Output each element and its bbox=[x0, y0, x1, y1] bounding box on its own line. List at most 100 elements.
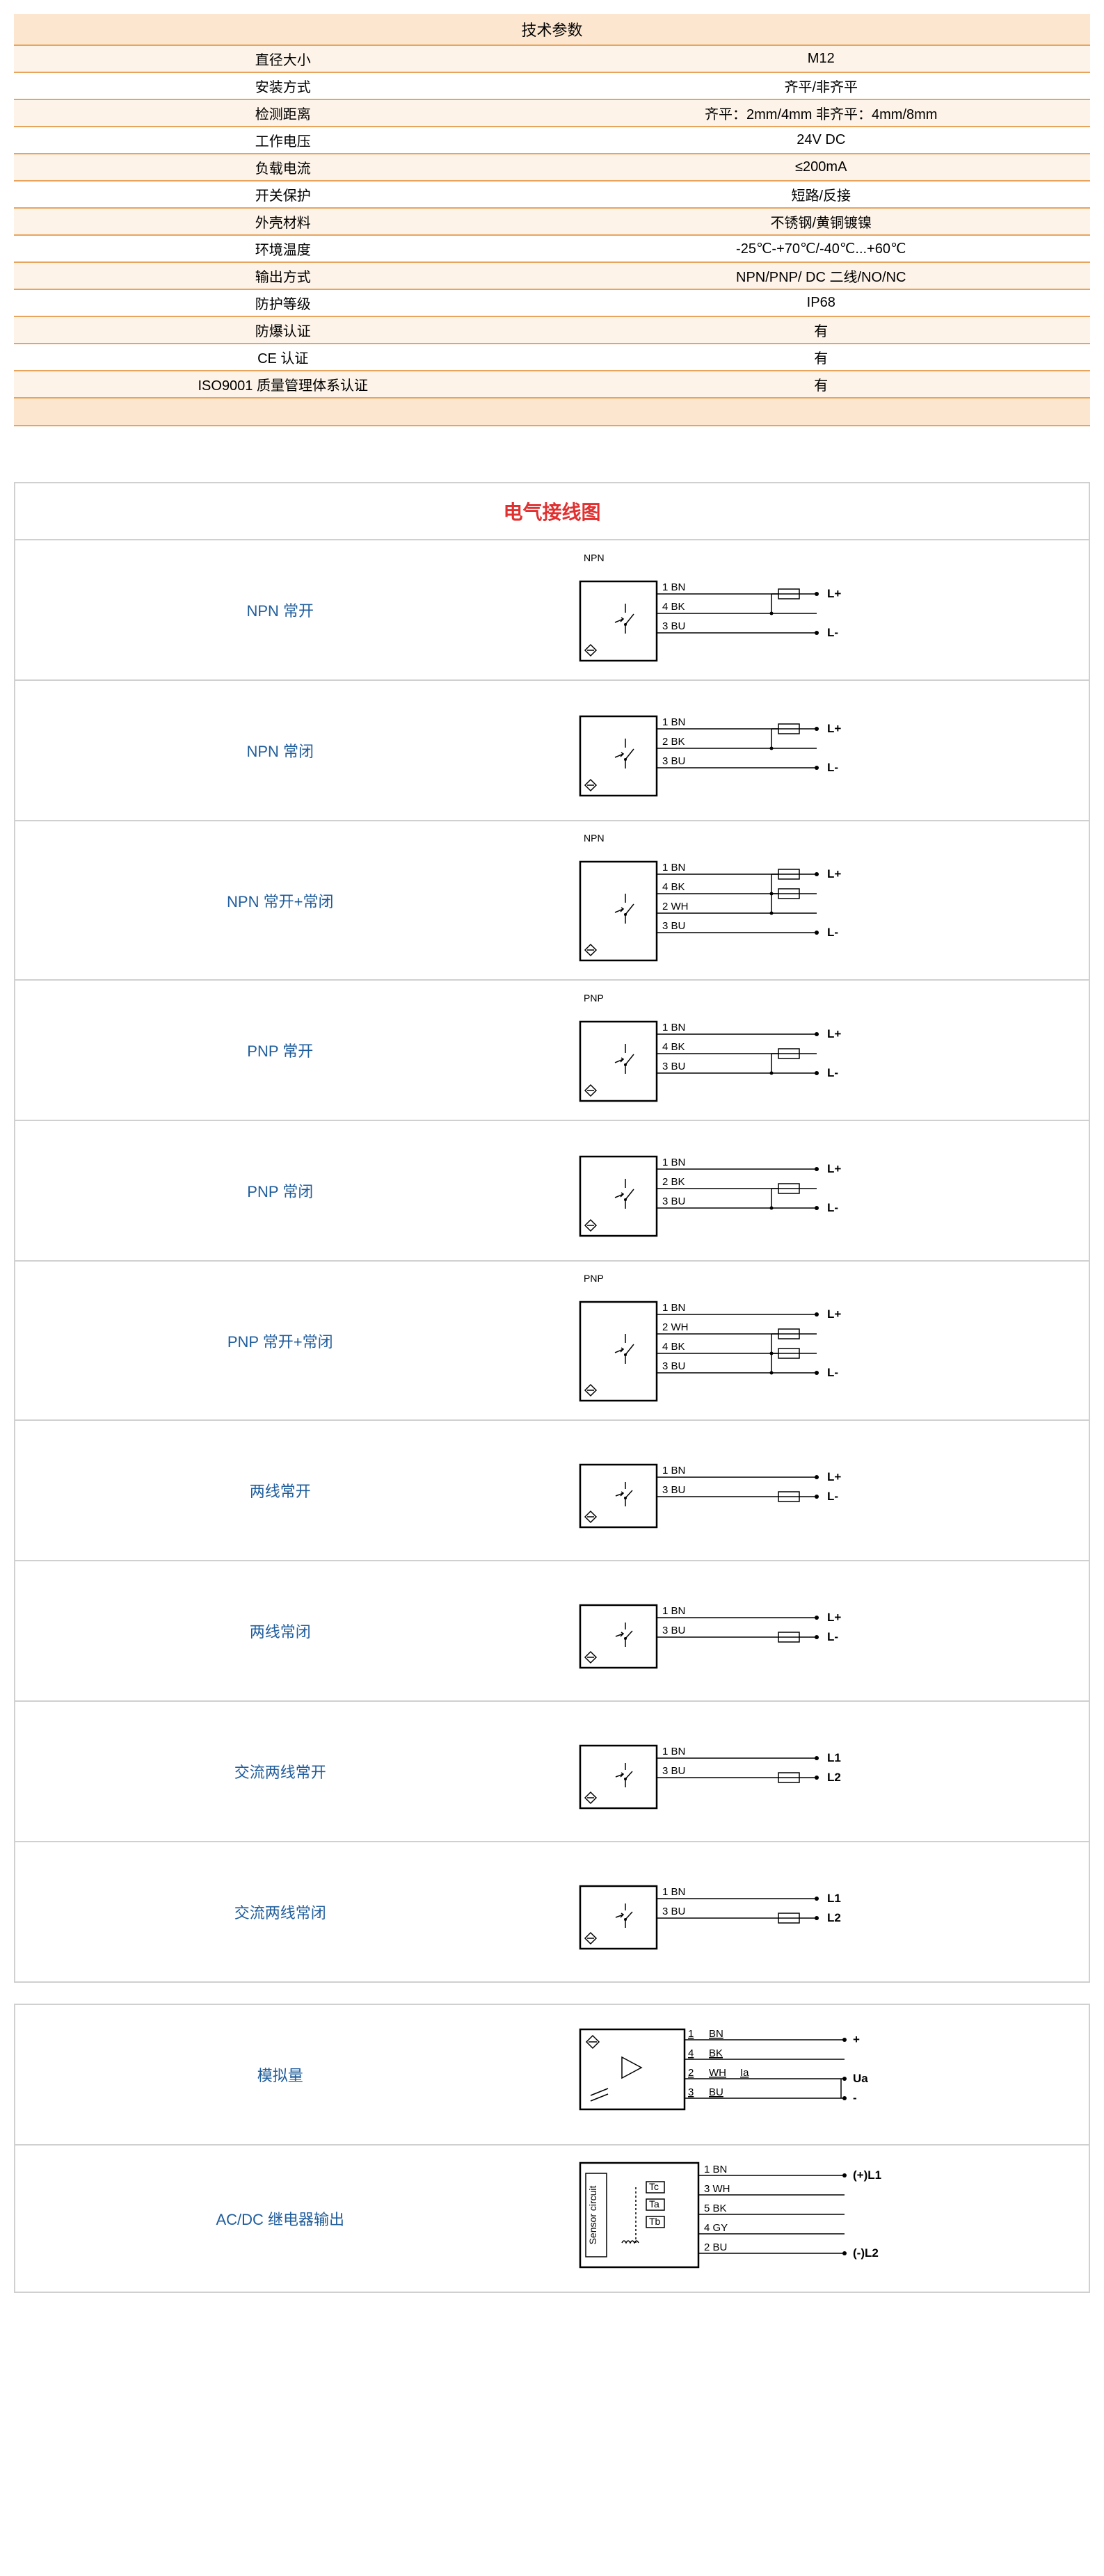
wiring-diagram: 1 BNL+2 BK3 BUL- bbox=[545, 1129, 1089, 1253]
circuit-diagram: 1 BNL+3 BUL- bbox=[573, 1447, 886, 1534]
spec-label: 输出方式 bbox=[14, 262, 552, 289]
spec-label: ISO9001 质量管理体系认证 bbox=[14, 371, 552, 398]
wiring-diagram: 1 BNL+3 BUL- bbox=[545, 1577, 1089, 1685]
svg-text:L-: L- bbox=[827, 926, 838, 939]
wiring-row: NPN 常开NPN1 BNL+4 BK3 BUL- bbox=[15, 540, 1089, 681]
relay-diagram: Sensor circuitTcTaTb1 BN(+)L13 WH5 BK4 G… bbox=[573, 2156, 921, 2281]
spec-table: 技术参数 直径大小M12安装方式齐平/非齐平检测距离齐平：2mm/4mm 非齐平… bbox=[14, 14, 1090, 426]
spec-label: 防护等级 bbox=[14, 289, 552, 316]
spec-row: 开关保护短路/反接 bbox=[14, 181, 1090, 208]
circuit-diagram: 1 BNL13 BUL2 bbox=[573, 1869, 886, 1956]
svg-text:L+: L+ bbox=[827, 1162, 841, 1175]
spec-value: NPN/PNP/ DC 二线/NO/NC bbox=[552, 262, 1091, 289]
svg-text:L2: L2 bbox=[827, 1771, 841, 1784]
svg-text:L-: L- bbox=[827, 1490, 838, 1503]
spec-value: 有 bbox=[552, 371, 1091, 398]
svg-text:L-: L- bbox=[827, 761, 838, 774]
svg-text:3 WH: 3 WH bbox=[704, 2183, 730, 2195]
svg-text:L-: L- bbox=[827, 1630, 838, 1643]
wiring-diagram-relay: Sensor circuitTcTaTb1 BN(+)L13 WH5 BK4 G… bbox=[545, 2146, 1089, 2292]
svg-text:1: 1 bbox=[688, 2028, 694, 2040]
svg-text:3 BU: 3 BU bbox=[662, 1360, 685, 1372]
svg-text:L-: L- bbox=[827, 626, 838, 639]
wiring-diagram: PNP1 BNL+4 BK3 BUL- bbox=[545, 981, 1089, 1120]
svg-text:L1: L1 bbox=[827, 1751, 841, 1764]
wiring-diagram: PNP1 BNL+2 WH4 BK3 BUL- bbox=[545, 1262, 1089, 1419]
wiring-row: PNP 常闭1 BNL+2 BK3 BUL- bbox=[15, 1121, 1089, 1262]
svg-text:3 BU: 3 BU bbox=[662, 1906, 685, 1917]
svg-text:NPN: NPN bbox=[584, 552, 605, 563]
svg-text:Tc: Tc bbox=[649, 2181, 659, 2192]
wiring-diagram: NPN1 BNL+4 BK3 BUL- bbox=[545, 541, 1089, 679]
svg-text:L+: L+ bbox=[827, 587, 841, 600]
spec-label: 负载电流 bbox=[14, 154, 552, 181]
spec-row: 环境温度-25℃-+70℃/-40℃...+60℃ bbox=[14, 235, 1090, 262]
svg-text:1 BN: 1 BN bbox=[704, 2164, 727, 2175]
spec-row: 工作电压24V DC bbox=[14, 127, 1090, 154]
spec-row: ISO9001 质量管理体系认证有 bbox=[14, 371, 1090, 398]
circuit-diagram: 1 BNL+3 BUL- bbox=[573, 1588, 886, 1675]
spec-row: 防护等级IP68 bbox=[14, 289, 1090, 316]
svg-text:BK: BK bbox=[709, 2047, 723, 2059]
svg-text:3 BU: 3 BU bbox=[662, 1196, 685, 1207]
svg-text:1 BN: 1 BN bbox=[662, 1302, 685, 1314]
svg-text:4 BK: 4 BK bbox=[662, 881, 685, 893]
wiring-diagram: 1 BNL13 BUL2 bbox=[545, 1858, 1089, 1966]
circuit-diagram: 1 BNL+2 BK3 BUL- bbox=[573, 699, 886, 803]
wiring-label-relay: AC/DC 继电器输出 bbox=[15, 2200, 545, 2237]
circuit-diagram: NPN1 BNL+4 BK3 BUL- bbox=[573, 552, 886, 669]
wiring-label: PNP 常开 bbox=[15, 1032, 545, 1068]
svg-text:+: + bbox=[853, 2033, 860, 2046]
svg-text:NPN: NPN bbox=[584, 832, 605, 844]
svg-text:L+: L+ bbox=[827, 1307, 841, 1321]
wiring-label: PNP 常开+常闭 bbox=[15, 1323, 545, 1359]
svg-text:BN: BN bbox=[709, 2028, 723, 2040]
svg-text:4 BK: 4 BK bbox=[662, 1341, 685, 1353]
wiring-row-analog: 模拟量 1BN+4BK2WHIaUa3BU- bbox=[15, 2005, 1089, 2146]
wiring-label: 两线常开 bbox=[15, 1472, 545, 1508]
svg-text:WH: WH bbox=[709, 2067, 726, 2079]
svg-text:4: 4 bbox=[688, 2047, 694, 2059]
spec-value: 齐平/非齐平 bbox=[552, 72, 1091, 99]
spec-value: 短路/反接 bbox=[552, 181, 1091, 208]
svg-text:3 BU: 3 BU bbox=[662, 1061, 685, 1072]
circuit-diagram: 1 BNL+2 BK3 BUL- bbox=[573, 1139, 886, 1243]
svg-text:L1: L1 bbox=[827, 1892, 841, 1905]
svg-text:L-: L- bbox=[827, 1201, 838, 1214]
spec-label: CE 认证 bbox=[14, 344, 552, 371]
spec-row: CE 认证有 bbox=[14, 344, 1090, 371]
wiring-row: 交流两线常开1 BNL13 BUL2 bbox=[15, 1702, 1089, 1842]
svg-text:5 BK: 5 BK bbox=[704, 2203, 727, 2214]
analog-diagram: 1BN+4BK2WHIaUa3BU- bbox=[573, 2022, 900, 2127]
svg-text:4 BK: 4 BK bbox=[662, 601, 685, 613]
svg-text:PNP: PNP bbox=[584, 1273, 604, 1284]
svg-text:-: - bbox=[853, 2091, 857, 2104]
spec-row: 直径大小M12 bbox=[14, 45, 1090, 72]
svg-text:3 BU: 3 BU bbox=[662, 1625, 685, 1636]
spec-header: 技术参数 bbox=[14, 14, 1090, 45]
wiring-diagram-analog: 1BN+4BK2WHIaUa3BU- bbox=[545, 2012, 1089, 2137]
svg-text:BU: BU bbox=[709, 2086, 723, 2098]
svg-text:2 BK: 2 BK bbox=[662, 1176, 685, 1188]
wiring-row: 交流两线常闭1 BNL13 BUL2 bbox=[15, 1842, 1089, 1981]
wiring-label: 交流两线常开 bbox=[15, 1753, 545, 1789]
wiring-diagram: 1 BNL+3 BUL- bbox=[545, 1437, 1089, 1545]
wiring-label: 两线常闭 bbox=[15, 1613, 545, 1649]
svg-text:L-: L- bbox=[827, 1366, 838, 1379]
svg-text:Tb: Tb bbox=[649, 2216, 661, 2227]
svg-text:L+: L+ bbox=[827, 1470, 841, 1483]
svg-text:1 BN: 1 BN bbox=[662, 1605, 685, 1617]
wiring-label: 交流两线常闭 bbox=[15, 1894, 545, 1930]
spec-value: 齐平：2mm/4mm 非齐平：4mm/8mm bbox=[552, 99, 1091, 127]
svg-text:1 BN: 1 BN bbox=[662, 862, 685, 874]
wiring-diagram: 1 BNL13 BUL2 bbox=[545, 1718, 1089, 1826]
svg-text:1 BN: 1 BN bbox=[662, 716, 685, 728]
spec-row: 输出方式NPN/PNP/ DC 二线/NO/NC bbox=[14, 262, 1090, 289]
wiring-row: NPN 常闭1 BNL+2 BK3 BUL- bbox=[15, 681, 1089, 821]
wiring-row: 两线常开 1 BNL+3 BUL- bbox=[15, 1421, 1089, 1561]
wiring-section: 电气接线图 NPN 常开NPN1 BNL+4 BK3 BUL-NPN 常闭1 B… bbox=[14, 482, 1090, 1983]
spec-value: M12 bbox=[552, 45, 1091, 72]
svg-text:3: 3 bbox=[688, 2086, 694, 2098]
spec-row: 检测距离齐平：2mm/4mm 非齐平：4mm/8mm bbox=[14, 99, 1090, 127]
wiring-diagram: NPN1 BNL+4 BK2 WH3 BUL- bbox=[545, 821, 1089, 979]
